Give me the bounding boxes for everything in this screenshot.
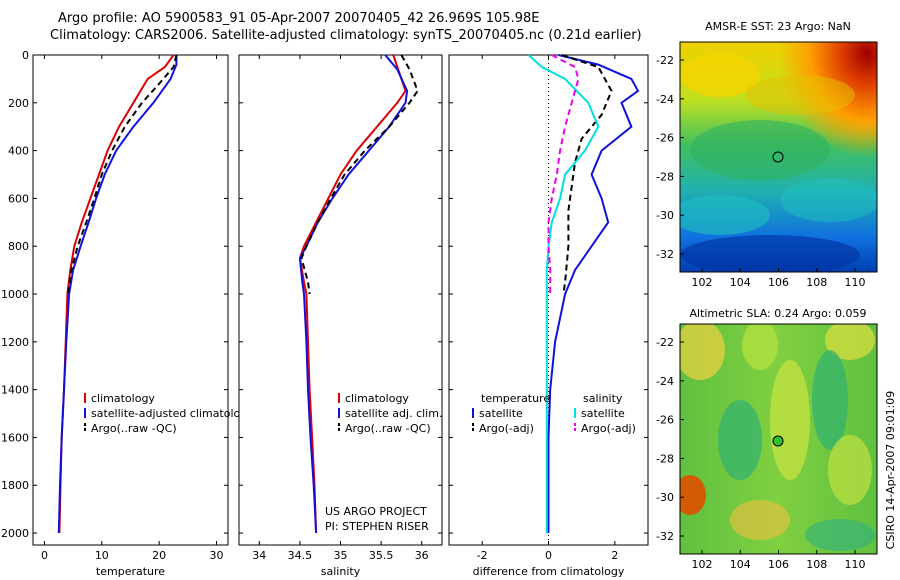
y-tick-label: 800 (8, 240, 29, 253)
series-line-argo-adj- (561, 54, 613, 295)
map-y-tick-label: -26 (656, 414, 674, 427)
x-tick-label: 0 (41, 549, 48, 562)
map-x-tick-label: 106 (768, 558, 789, 571)
map-y-tick-label: -28 (656, 452, 674, 465)
legend-label: satellite (479, 407, 523, 420)
map-x-tick-label: 104 (730, 558, 751, 571)
map-y-tick-label: -30 (656, 491, 674, 504)
profile-panel-1: 0 10 20 30 0 200 400 600 800 1000 1200 1400 1600 1800… (1, 49, 254, 578)
y-tick-label: 1600 (1, 431, 29, 444)
legend-label: Argo(-adj) (479, 422, 534, 435)
x-axis-label: temperature (96, 565, 165, 578)
sst-map (680, 42, 877, 272)
x-tick-label: 35 (334, 549, 348, 562)
x-tick-label: 34 (252, 549, 266, 562)
figure-title-line2: Climatology: CARS2006. Satellite-adjuste… (50, 28, 642, 43)
legend-label: satellite adj. clim. (345, 407, 442, 420)
sla-argo-marker (772, 435, 784, 447)
legend-heading: salinity (583, 392, 623, 405)
x-tick-label: 20 (152, 549, 166, 562)
y-tick-label: 600 (8, 192, 29, 205)
map-x-tick-label: 108 (806, 558, 827, 571)
figure-title-line1: Argo profile: AO 5900583_91 05-Apr-2007 … (58, 11, 540, 26)
y-tick-label: 400 (8, 145, 29, 158)
map-x-tick-label: 106 (768, 276, 789, 289)
y-tick-label: 1200 (1, 336, 29, 349)
map-y-tick-label: -30 (656, 209, 674, 222)
y-tick-label: 1800 (1, 479, 29, 492)
map-axes: -22 -24 -26 -28 -30 -32 102 104 106 108 110 -22 -24 -… (656, 54, 865, 571)
x-tick-label: 30 (210, 549, 224, 562)
x-tick-label: 0 (545, 549, 552, 562)
map-y-tick-label: -22 (656, 336, 674, 349)
x-tick-label: 34.5 (288, 549, 313, 562)
panel-frame (238, 54, 443, 546)
legend-label: Argo(-adj) (581, 422, 636, 435)
sst-argo-marker (772, 151, 784, 163)
sst-map-title: AMSR-E SST: 23 Argo: NaN (705, 20, 851, 33)
x-tick-label: 10 (95, 549, 109, 562)
y-tick-label: 0 (22, 49, 29, 62)
series-line-satellite-adjusted-climatology (57, 55, 178, 534)
x-tick-label: 35.5 (369, 549, 394, 562)
legend-label: satellite (581, 407, 625, 420)
legend-label: Argo(..raw -QC) (91, 422, 177, 435)
series-line-argo-raw-qc- (67, 54, 178, 295)
y-tick-label: 1400 (1, 384, 29, 397)
y-tick-label: 1000 (1, 288, 29, 301)
map-x-tick-label: 102 (692, 276, 713, 289)
x-axis-label: salinity (321, 565, 361, 578)
map-x-tick-label: 108 (806, 276, 827, 289)
legend-heading: temperature (481, 392, 550, 405)
map-y-tick-label: -26 (656, 132, 674, 145)
map-y-tick-label: -24 (656, 93, 674, 106)
sla-map (680, 324, 877, 554)
map-x-tick-label: 110 (845, 276, 866, 289)
map-y-tick-label: -28 (656, 170, 674, 183)
annotation-text: PI: STEPHEN RISER (325, 520, 429, 533)
series-line-argo-adj- (547, 54, 580, 294)
profile-charts: 0 10 20 30020040060080010001200140016001800… (1, 49, 649, 578)
series-line-satellite-adj-clim- (298, 54, 409, 534)
panel-frame (32, 54, 229, 546)
x-axis-label: difference from climatology (473, 565, 625, 578)
profile-panel-2: 34 34.5 35 35.5 36 salinity climatology satelli… (238, 54, 443, 578)
series-line-satellite (547, 54, 640, 533)
profile-panel-3: -2 0 2 difference from climatology temperatu… (448, 54, 649, 578)
map-y-tick-label: -32 (656, 248, 674, 261)
map-x-tick-label: 104 (730, 276, 751, 289)
series-line-climatology (298, 54, 407, 534)
map-y-tick-label: -24 (656, 375, 674, 388)
credit-text: CSIRO 14-Apr-2007 09:01:09 (884, 391, 897, 550)
map-x-tick-label: 110 (845, 558, 866, 571)
map-x-tick-label: 102 (692, 558, 713, 571)
legend-label: Argo(..raw -QC) (345, 422, 431, 435)
legend-label: climatology (345, 392, 409, 405)
y-tick-label: 200 (8, 97, 29, 110)
map-y-tick-label: -22 (656, 54, 674, 67)
x-tick-label: -2 (477, 549, 488, 562)
series-line-argo-raw-qc- (300, 54, 419, 295)
y-tick-label: 2000 (1, 527, 29, 540)
x-tick-label: 36 (415, 549, 429, 562)
sla-map-title: Altimetric SLA: 0.24 Argo: 0.059 (689, 307, 866, 320)
map-y-tick-label: -32 (656, 530, 674, 543)
legend-label: climatology (91, 392, 155, 405)
annotation-text: US ARGO PROJECT (325, 505, 427, 518)
legend-label: satellite-adjusted climatology (91, 407, 254, 420)
x-tick-label: 2 (611, 549, 618, 562)
series-line-satellite (527, 54, 600, 533)
